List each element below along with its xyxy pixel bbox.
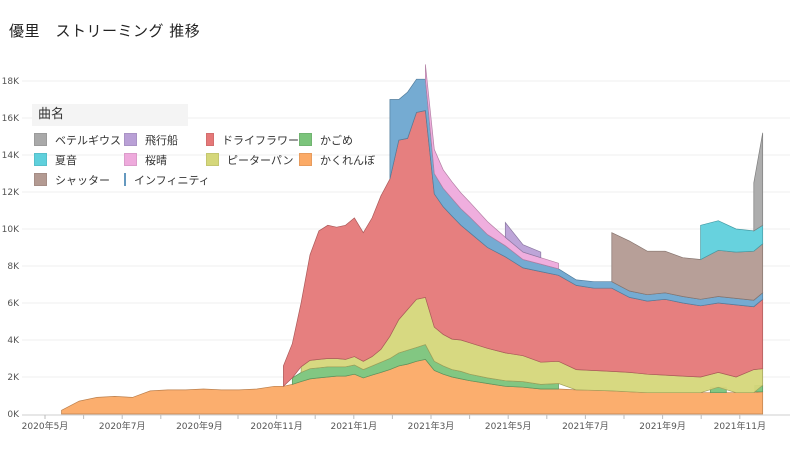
legend-item[interactable]: ベテルギウス — [34, 132, 124, 147]
y-tick-label: 18K — [2, 77, 20, 87]
x-tick-label: 2021年1月 — [330, 420, 377, 432]
x-tick-label: 2021年3月 — [408, 420, 455, 432]
legend-swatch — [34, 153, 47, 166]
x-tick-label: 2021年11月 — [714, 420, 766, 432]
legend-item[interactable]: インフィニティ — [124, 172, 210, 187]
x-tick-label: 2021年7月 — [562, 420, 609, 432]
legend-item[interactable]: かくれんぼ — [299, 152, 389, 167]
y-tick-label: 16K — [2, 114, 20, 124]
x-tick-label: 2020年11月 — [250, 420, 302, 432]
legend[interactable]: 曲名 ベテルギウス 飛行船 ドライフラワー かごめ夏音 桜晴 ピーターパン かくれんぼシャッ… — [32, 104, 375, 187]
legend-swatch — [299, 153, 312, 166]
legend-swatch — [124, 153, 137, 166]
legend-label: ドライフラワー — [222, 133, 299, 147]
legend-label: 桜晴 — [145, 153, 167, 167]
legend-label: 飛行船 — [145, 133, 178, 147]
x-tick-label: 2020年7月 — [99, 420, 146, 432]
legend-label: シャッター — [55, 173, 110, 187]
x-axis: 2020年5月 2020年7月 2020年9月 2020年11月 2021年1月 2021… — [22, 414, 790, 432]
x-tick-label: 2021年9月 — [639, 420, 686, 432]
legend-item[interactable]: ドライフラワー — [206, 132, 299, 147]
legend-swatch — [206, 133, 214, 146]
legend-swatch — [206, 153, 219, 166]
y-tick-label: 12K — [2, 188, 20, 198]
chart-title: 優里 ストリーミング 推移 — [9, 22, 201, 40]
area-夏音 — [700, 220, 764, 261]
y-tick-label: 10K — [2, 225, 20, 235]
x-tick-label: 2021年5月 — [485, 420, 532, 432]
y-tick-label: 6K — [7, 299, 20, 309]
area-桜晴 — [425, 64, 559, 270]
area-シャッター — [611, 232, 764, 301]
legend-swatch — [299, 133, 312, 146]
legend-item[interactable]: かごめ — [299, 132, 389, 147]
legend-label: かくれんぼ — [320, 153, 375, 167]
y-tick-label: 0K — [7, 410, 20, 420]
legend-label: かごめ — [320, 133, 353, 147]
y-tick-label: 4K — [7, 336, 20, 346]
legend-title: 曲名 — [32, 104, 188, 126]
legend-label: 夏音 — [55, 153, 77, 167]
y-tick-label: 14K — [2, 151, 20, 161]
legend-swatch — [34, 173, 47, 186]
legend-swatch — [124, 133, 137, 146]
legend-label: ベテルギウス — [55, 133, 121, 147]
legend-item[interactable]: 夏音 — [34, 152, 124, 167]
legend-label: インフィニティ — [134, 173, 210, 187]
y-axis: 0K 2K 4K 6K 8K 10K 12K 14K 16K 18K — [2, 77, 20, 420]
y-tick-label: 2K — [7, 373, 20, 383]
y-tick-label: 8K — [7, 262, 20, 272]
area-飛行船 — [504, 221, 542, 259]
legend-label: ピーターパン — [227, 153, 294, 167]
legend-item[interactable]: 飛行船 — [124, 132, 206, 147]
x-tick-label: 2020年5月 — [22, 420, 69, 432]
area-series — [61, 64, 764, 415]
legend-item[interactable]: シャッター — [34, 172, 124, 187]
legend-swatch — [124, 173, 126, 186]
legend-item[interactable]: 桜晴 — [124, 152, 206, 167]
x-tick-label: 2020年9月 — [176, 420, 223, 432]
area-ベテルギウス — [753, 132, 764, 232]
legend-item[interactable]: ピーターパン — [206, 152, 299, 167]
legend-swatch — [34, 133, 47, 146]
legend-items: ベテルギウス 飛行船 ドライフラワー かごめ夏音 桜晴 ピーターパン かくれんぼシャッター イ… — [34, 132, 375, 187]
